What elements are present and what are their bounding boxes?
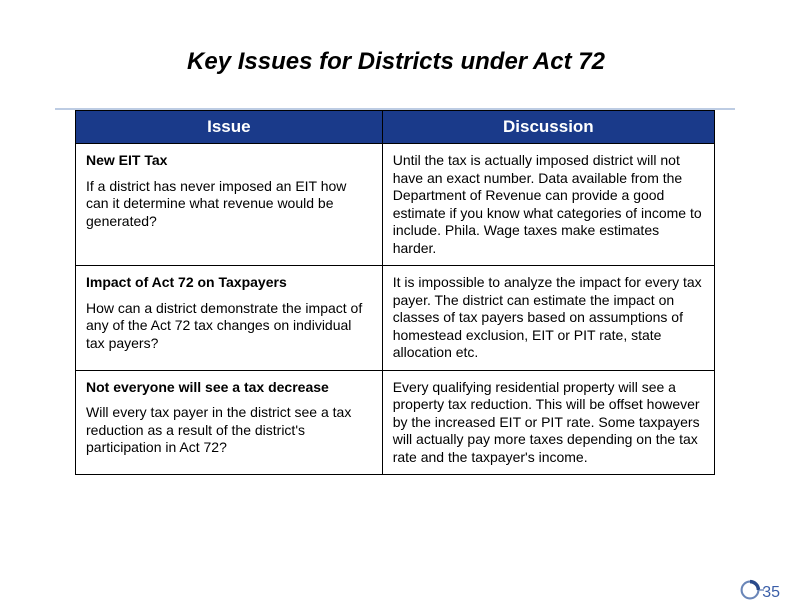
issues-table-wrap: Issue Discussion New EIT Tax If a distri… xyxy=(75,110,715,475)
discussion-cell: Every qualifying residential property wi… xyxy=(382,370,714,475)
logo-icon xyxy=(736,576,764,604)
issue-cell: Not everyone will see a tax decrease Wil… xyxy=(76,370,383,475)
table-row: Impact of Act 72 on Taxpayers How can a … xyxy=(76,266,715,371)
issue-title: Impact of Act 72 on Taxpayers xyxy=(86,274,372,292)
slide-title: Key Issues for Districts under Act 72 xyxy=(0,48,792,76)
issue-title: New EIT Tax xyxy=(86,152,372,170)
discussion-cell: It is impossible to analyze the impact f… xyxy=(382,266,714,371)
col-header-issue: Issue xyxy=(76,111,383,144)
table-row: New EIT Tax If a district has never impo… xyxy=(76,144,715,266)
issue-body: Will every tax payer in the district see… xyxy=(86,404,372,457)
issue-cell: Impact of Act 72 on Taxpayers How can a … xyxy=(76,266,383,371)
discussion-cell: Until the tax is actually imposed distri… xyxy=(382,144,714,266)
table-header-row: Issue Discussion xyxy=(76,111,715,144)
col-header-discussion: Discussion xyxy=(382,111,714,144)
issue-body: If a district has never imposed an EIT h… xyxy=(86,178,372,231)
issue-body: How can a district demonstrate the impac… xyxy=(86,300,372,353)
page-number: 35 xyxy=(762,584,780,602)
issue-title: Not everyone will see a tax decrease xyxy=(86,379,372,397)
table-row: Not everyone will see a tax decrease Wil… xyxy=(76,370,715,475)
issues-table: Issue Discussion New EIT Tax If a distri… xyxy=(75,110,715,475)
issue-cell: New EIT Tax If a district has never impo… xyxy=(76,144,383,266)
slide: Key Issues for Districts under Act 72 Is… xyxy=(0,0,792,612)
